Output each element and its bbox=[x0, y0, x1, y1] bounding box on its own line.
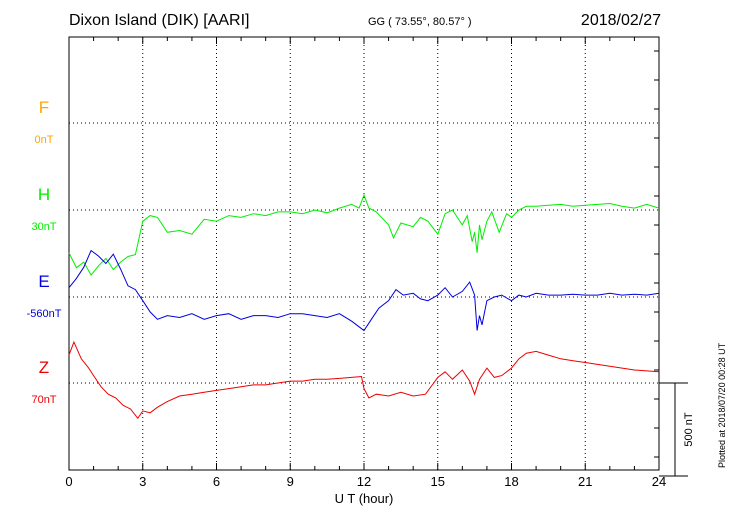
x-tick-label: 3 bbox=[139, 474, 146, 489]
x-tick-label: 15 bbox=[431, 474, 445, 489]
series-line-e bbox=[68, 249, 660, 332]
x-axis-label: U T (hour) bbox=[335, 491, 394, 506]
x-tick-label: 6 bbox=[213, 474, 220, 489]
date-label: 2018/02/27 bbox=[580, 12, 661, 29]
x-tick-label: 9 bbox=[287, 474, 294, 489]
series-baseline-z: 70nT bbox=[31, 394, 56, 406]
x-tick-label: 24 bbox=[652, 474, 666, 489]
series-line-z bbox=[68, 340, 660, 420]
series-baseline-h: 30nT bbox=[31, 221, 56, 233]
series-name-h: H bbox=[38, 185, 50, 204]
x-tick-label: 18 bbox=[504, 474, 518, 489]
series-baseline-f: 0nT bbox=[35, 134, 54, 146]
series-name-e: E bbox=[38, 272, 49, 291]
scale-bar-label: 500 nT bbox=[683, 412, 695, 447]
series-line-h bbox=[68, 193, 660, 276]
station-title: Dixon Island (DIK) [AARI] bbox=[69, 12, 250, 29]
coordinates-label: GG ( 73.55°, 80.57° ) bbox=[368, 16, 472, 28]
x-tick-label: 0 bbox=[65, 474, 72, 489]
x-tick-label: 12 bbox=[357, 474, 371, 489]
series-name-z: Z bbox=[39, 358, 49, 377]
series-name-f: F bbox=[39, 98, 49, 117]
x-tick-label: 21 bbox=[578, 474, 592, 489]
series-baseline-e: -560nT bbox=[27, 308, 62, 320]
